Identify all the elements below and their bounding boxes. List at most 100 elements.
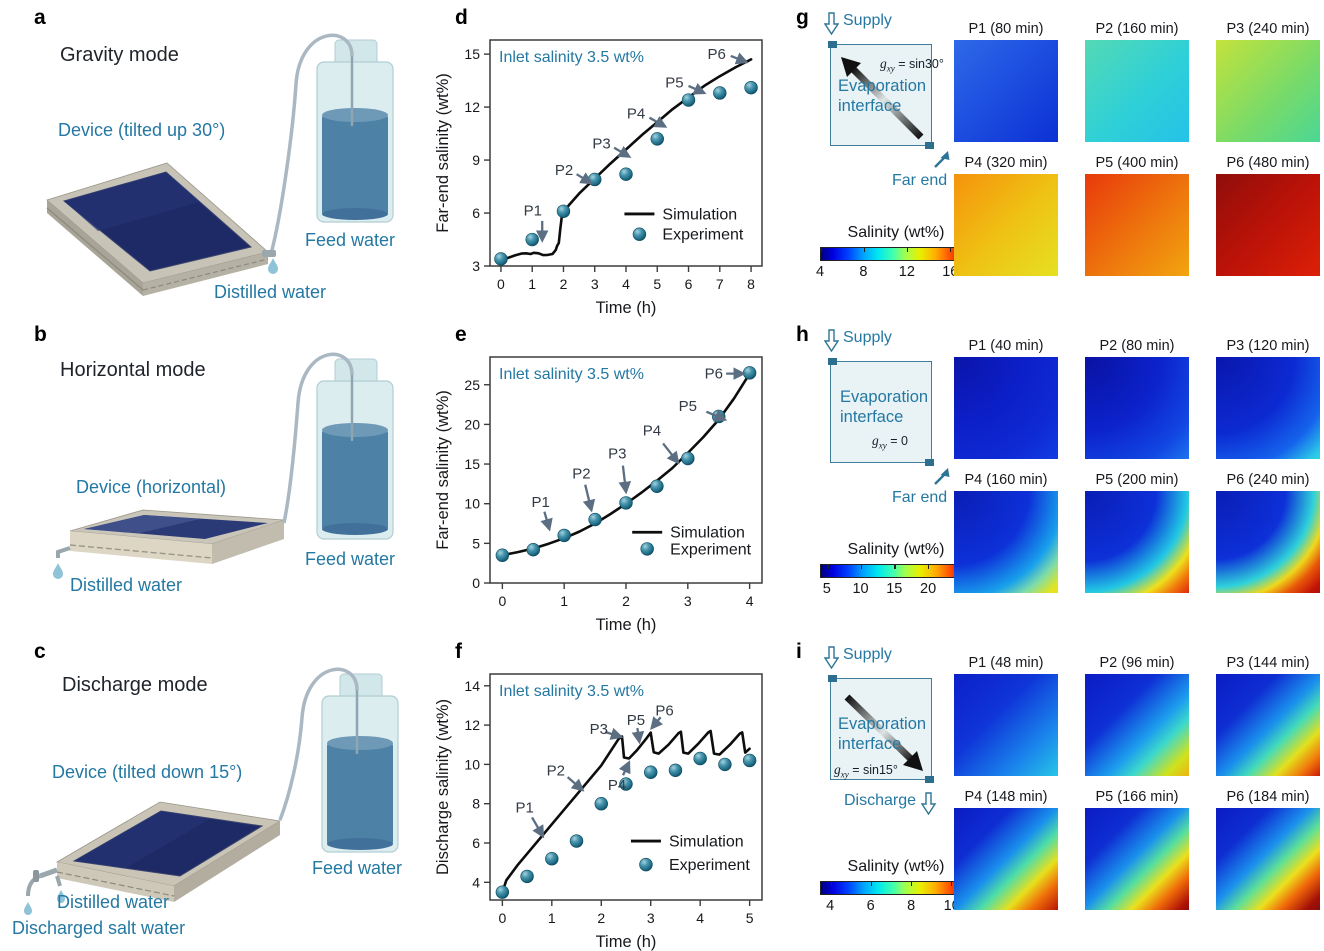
colorbar-tick <box>894 564 896 569</box>
supply-corner-marker <box>828 675 837 682</box>
heatmap-tile-cell: P1 (48 min) <box>954 652 1058 776</box>
feed-water-label: Feed water <box>305 230 396 250</box>
experiment-point <box>650 132 664 146</box>
colorbar-tick <box>827 564 830 569</box>
heatmap-tile <box>1085 40 1189 142</box>
supply-label: Supply <box>843 329 892 346</box>
colorbar-tick <box>821 247 823 252</box>
heatmap-tile-cell: P6 (240 min) <box>1216 469 1320 593</box>
heatmap-tile <box>954 357 1058 459</box>
feed-tube <box>282 352 354 524</box>
heatmap-tile <box>954 40 1058 142</box>
discharge-label: Discharge <box>844 792 917 809</box>
experiment-point <box>494 252 508 266</box>
y-tick-label: 3 <box>472 258 480 274</box>
y-axis-title: Far-end salinity (wt%) <box>434 390 452 550</box>
legend-sphere-sample <box>640 542 654 556</box>
annotation-label: P6 <box>707 46 725 63</box>
annotation-label: P3 <box>592 135 610 152</box>
panel-i: i Supply Evaporation interface gxy = sin1… <box>784 634 1324 951</box>
colorbar-tick-label: 8 <box>907 898 916 914</box>
discharged-salt-water-droplet <box>24 902 32 915</box>
y-tick-label: 4 <box>472 874 480 890</box>
annotation-label: P5 <box>679 398 697 415</box>
x-tick-label: 2 <box>622 593 630 609</box>
x-tick-label: 7 <box>716 276 724 292</box>
heatmap-tile-label: P6 (480 min) <box>1226 155 1310 171</box>
annotation-label: P2 <box>555 162 573 179</box>
colorbar-tick <box>927 564 930 569</box>
heatmap-tile-label: P3 (240 min) <box>1226 21 1310 37</box>
device-label: Device (tilted down 15°) <box>52 762 243 782</box>
x-tick-label: 4 <box>622 276 630 292</box>
heatmap-tile <box>1085 674 1189 776</box>
device-tray-horizontal <box>56 509 285 564</box>
supply-label: Supply <box>843 12 892 29</box>
annotation-arrow <box>730 52 749 65</box>
panel-a: a <box>0 0 432 317</box>
annotation-arrow <box>650 716 664 730</box>
colorbar-tick <box>949 247 951 252</box>
experiment-point <box>619 777 633 791</box>
annotation-label: P3 <box>590 721 608 738</box>
y-tick-label: 12 <box>464 99 480 115</box>
x-tick-label: 5 <box>653 276 661 292</box>
panel-letter-b: b <box>34 323 47 346</box>
panel-letter-i: i <box>796 640 802 663</box>
x-tick-label: 8 <box>747 276 755 292</box>
x-tick-label: 0 <box>497 276 505 292</box>
heatmap-tile <box>954 674 1058 776</box>
heatmap-tile-label: P6 (184 min) <box>1226 789 1310 805</box>
experiment-point <box>718 757 732 772</box>
heatmap-tile-cell: P4 (320 min) <box>954 152 1058 276</box>
heatmap-tile <box>954 174 1058 276</box>
heatmap-tile <box>1216 174 1320 276</box>
heatmap-tile-cell: P5 (400 min) <box>1085 152 1189 276</box>
colorbar-gradient <box>820 247 972 261</box>
x-tick-label: 2 <box>597 910 605 926</box>
heatmap-tile-label: P1 (40 min) <box>968 338 1044 354</box>
heatmap-tile-cell: P3 (144 min) <box>1216 652 1320 776</box>
experiment-point <box>713 86 727 100</box>
colorbar-tick-label: 15 <box>886 581 903 597</box>
panel-letter-f: f <box>455 640 462 663</box>
evaporation-interface-label: Evaporation interface <box>838 77 927 116</box>
colorbar: Salinity (wt%) 4 8 12 16 <box>816 224 972 284</box>
x-tick-label: 3 <box>591 276 599 292</box>
annotation-label: P1 <box>515 800 533 817</box>
gxy-equation: gxy = sin15° <box>834 762 898 780</box>
annotation-arrow <box>705 409 728 422</box>
x-tick-label: 0 <box>498 910 506 926</box>
panel-letter-h: h <box>796 323 809 346</box>
evaporation-interface-schematic <box>828 675 934 783</box>
heatmap-tile-cell: P3 (120 min) <box>1216 335 1320 459</box>
annotation-label: P6 <box>655 702 673 719</box>
annotation-arrow <box>566 776 585 792</box>
legend-experiment-label: Experiment <box>669 857 750 874</box>
experiment-point <box>594 797 608 811</box>
panel-g: g Supply Evaporation interface gxy = sin3… <box>784 0 1324 317</box>
y-tick-label: 14 <box>464 678 480 694</box>
y-tick-label: 10 <box>464 756 480 772</box>
legend-sphere-sample <box>632 227 647 241</box>
y-tick-label: 6 <box>472 835 480 851</box>
discharged-salt-water-label: Discharged salt water <box>12 918 186 938</box>
y-axis-title: Discharge salinity (wt%) <box>434 699 452 875</box>
annotation-label: P6 <box>705 366 723 383</box>
heatmap-tile-cell: P5 (200 min) <box>1085 469 1189 593</box>
colorbar-tick <box>951 881 953 886</box>
legend-experiment-label: Experiment <box>662 227 743 244</box>
annotation-label: P4 <box>627 105 645 122</box>
heatmap-tile-label: P1 (80 min) <box>968 21 1044 37</box>
annotation-arrow <box>648 116 668 128</box>
heatmap-tile-label: P3 (120 min) <box>1226 338 1310 354</box>
y-tick-label: 15 <box>464 456 480 472</box>
feed-water-bottle <box>316 39 394 223</box>
simulation-line <box>499 58 753 262</box>
colorbar-tick <box>871 881 873 886</box>
colorbar-tick-label: 4 <box>815 264 825 280</box>
heatmap-tiles: P1 (80 min) P2 (160 min) P3 (240 min) P4 (3… <box>954 18 1320 276</box>
legend-sphere-sample <box>639 857 653 872</box>
plot-frame <box>489 673 763 901</box>
